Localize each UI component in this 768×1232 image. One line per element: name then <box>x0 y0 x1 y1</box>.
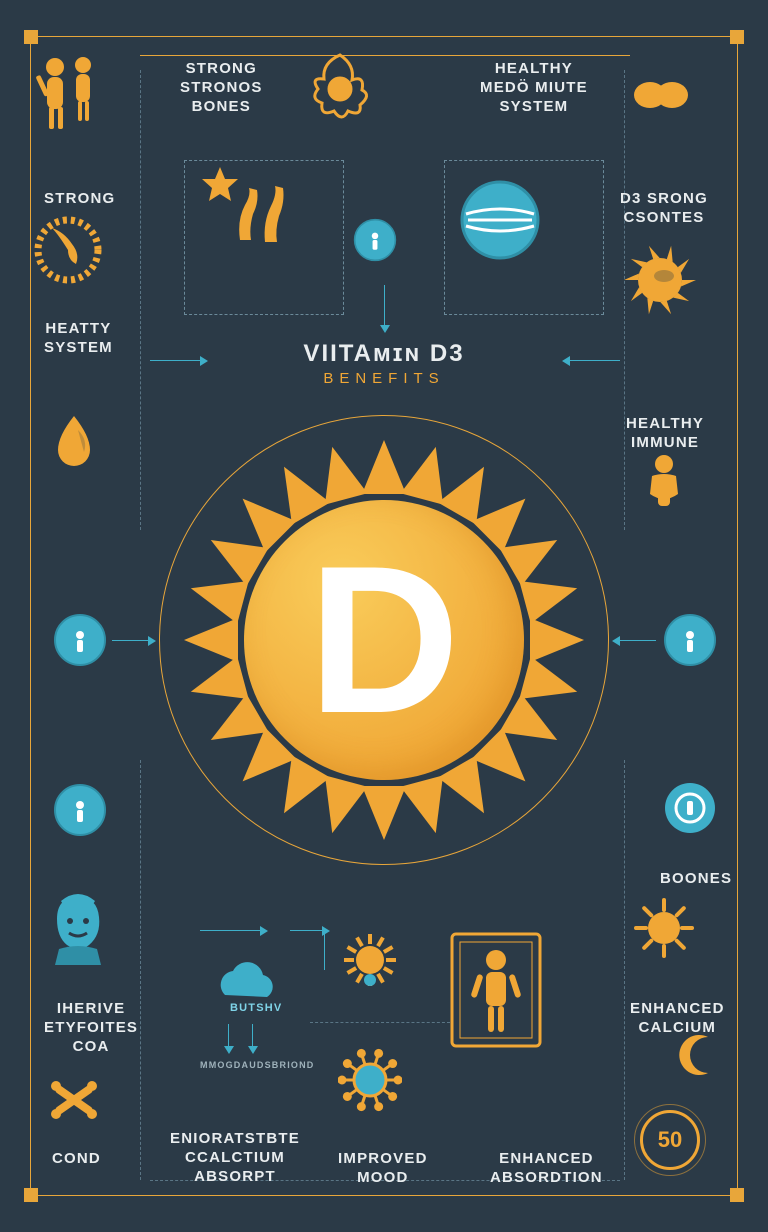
title-block: VIITAᴍɪɴ D3 BENEFITS <box>303 340 464 387</box>
label-boones: BOONES <box>660 870 732 889</box>
conn-cloud2 <box>252 1024 253 1046</box>
meditate-icon <box>634 450 694 510</box>
label-enhanced-absorb: ENHANCEDABSORDTION <box>490 1150 603 1188</box>
label-enhanced-calcium: ENHANCEDCALCIUM <box>630 1000 725 1038</box>
conn-bl2 <box>290 930 322 931</box>
badge-50: 50 <box>640 1110 700 1170</box>
sun-ray <box>184 618 238 662</box>
blue-mid-r <box>663 613 717 667</box>
label-heatty-system: HEATTYSYSTEM <box>44 320 113 358</box>
sun-ray <box>530 618 584 662</box>
face-icon <box>43 889 113 967</box>
sun-core: D <box>244 500 524 780</box>
conn-tc <box>384 285 385 325</box>
people-icon <box>35 55 105 135</box>
corner-tr <box>730 30 744 44</box>
title-sub: BENEFITS <box>303 370 464 387</box>
moon-icon <box>678 1033 722 1077</box>
dash-mid <box>310 1022 450 1023</box>
spiky-sun-icon <box>620 240 700 320</box>
label-cond: COND <box>52 1150 101 1169</box>
label-strong-stronos: STRONGSTRONOSBONES <box>180 60 263 116</box>
sun-flame-icon <box>300 45 380 125</box>
conn-t2 <box>570 360 620 361</box>
body-frame-icon <box>448 930 544 1050</box>
label-improved-mood: IMPROVEDMOOD <box>338 1150 428 1188</box>
sun-ray <box>362 786 406 840</box>
corner-tl <box>24 30 38 44</box>
conn-t1 <box>150 360 200 361</box>
sun-ray <box>362 440 406 494</box>
corner-bl <box>24 1188 38 1202</box>
sunhead-icon <box>340 930 400 990</box>
virus-icon <box>338 1048 402 1112</box>
cloud-icon <box>205 961 283 1015</box>
center-letter: D <box>308 535 460 745</box>
dash-left-low <box>140 760 141 1180</box>
corner-br <box>730 1188 744 1202</box>
label-strong: STRONG <box>44 190 115 209</box>
drop-icon <box>44 410 104 470</box>
frame-top-inner <box>140 55 630 56</box>
cross-icon <box>46 1072 102 1128</box>
blue-mid-l <box>53 613 107 667</box>
label-healthy-medo: HEALTHYMEDÖ MIUTESYSTEM <box>480 60 588 116</box>
label-d3-srong: D3 SRONGCSONTES <box>620 190 708 228</box>
blue-low-l <box>53 783 107 837</box>
dash-left <box>140 70 141 530</box>
label-mnogod: MMOGDAUDSBRIOND <box>200 1060 315 1071</box>
conn-bl3 <box>324 930 325 970</box>
globe-icon <box>458 178 542 262</box>
label-eniorat-absorpt: ENIORATSTBTECCALCTIUMABSORPT <box>170 1130 300 1186</box>
pills-icon <box>630 70 690 120</box>
label-iherive-coa: IHERIVEETYFOITESCOA <box>44 1000 138 1056</box>
conn-bl1 <box>200 930 260 931</box>
small-blue-1 <box>353 218 397 262</box>
gauge-icon <box>32 214 104 286</box>
conn-ml <box>112 640 148 641</box>
blue-low-r <box>663 781 717 835</box>
title-main: VIITAᴍɪɴ D3 <box>303 340 464 368</box>
arms-icon <box>225 180 295 250</box>
dash-right-low <box>624 760 625 1180</box>
label-healthy-immune: HEALTHYIMMUNE <box>626 415 704 453</box>
conn-mr <box>620 640 656 641</box>
conn-cloud <box>228 1024 229 1046</box>
sun-br-icon <box>632 896 696 960</box>
